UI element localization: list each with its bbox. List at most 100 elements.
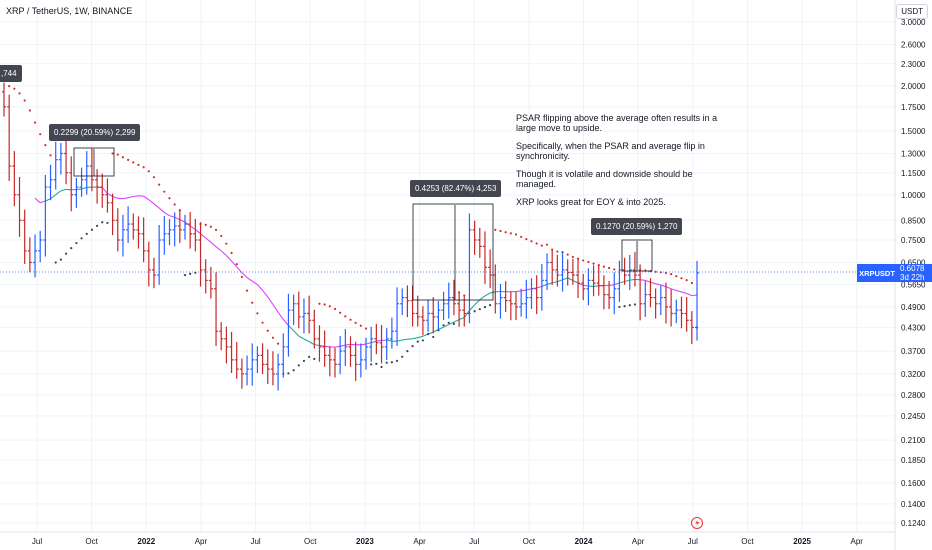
psar-dot (318, 302, 321, 305)
psar-dot (426, 332, 430, 336)
psar-dot (628, 304, 631, 307)
average-segment (107, 193, 113, 197)
psar-dot (101, 221, 104, 224)
candle (627, 254, 632, 290)
psar-dot (80, 237, 83, 240)
candle (348, 336, 353, 367)
annotation-text: PSAR flipping above the average often re… (516, 113, 718, 207)
candle (669, 289, 674, 327)
candle (477, 227, 482, 258)
psar-dot (344, 315, 347, 318)
chart-grid (0, 0, 895, 532)
psar-dot (675, 275, 678, 278)
average-segment (557, 279, 563, 283)
candle (33, 234, 38, 278)
candle (457, 293, 462, 327)
candle (250, 343, 255, 386)
callout-measure-1: 0.2299 (20.59%) 2,299 (49, 124, 141, 141)
average-segment (376, 339, 382, 342)
psar-dot (432, 335, 435, 339)
average-segment (463, 310, 470, 318)
candle (343, 329, 348, 366)
average-segment (200, 233, 207, 239)
y-tick-label: 0.1600 (901, 479, 926, 488)
y-tick-label: 2.0000 (901, 82, 926, 91)
candle (69, 156, 74, 212)
candle (224, 326, 229, 364)
candle (291, 294, 296, 325)
candle (369, 326, 374, 362)
x-tick-label: Oct (304, 537, 317, 546)
psar-dot (235, 263, 238, 266)
psar-dot (370, 363, 373, 366)
candle (467, 213, 472, 324)
average-segment (277, 311, 284, 320)
average-segment (438, 326, 444, 330)
lightning-icon[interactable] (691, 517, 703, 529)
candle (245, 355, 250, 386)
psar-dot (328, 305, 331, 308)
average-segment (267, 296, 274, 305)
average-segment (624, 279, 630, 283)
y-tick-label: 0.2100 (901, 436, 926, 445)
psar-dot (478, 308, 481, 311)
psar-dot (530, 240, 533, 243)
candle (115, 208, 120, 252)
candle (596, 265, 601, 296)
psar-dot (354, 321, 357, 324)
candle (679, 296, 684, 329)
candle (126, 206, 131, 243)
y-tick-label: 0.3200 (901, 370, 926, 379)
psar-dot (163, 190, 166, 193)
x-tick-label: Apr (851, 537, 864, 546)
psar-dot (401, 355, 404, 358)
psar-dot (323, 303, 326, 306)
x-tick-label: Jul (250, 537, 260, 546)
candle (234, 342, 239, 379)
psar-dot (18, 92, 21, 95)
average-segment (148, 199, 155, 205)
candle (48, 164, 53, 201)
price-axis[interactable]: 0.1240 0.1400 0.1600 0.1850 0.2100 0.2450 0.28… (901, 18, 926, 528)
average-segment (645, 279, 651, 283)
candle (95, 169, 100, 204)
candle (400, 288, 405, 316)
candle (281, 333, 286, 378)
candle (276, 353, 281, 391)
psar-dot (209, 225, 212, 228)
average-segment (536, 285, 542, 289)
candle (570, 258, 575, 285)
psar-dot (447, 321, 450, 324)
psar-dot (333, 307, 337, 311)
callout-measure-2: 0.4253 (82.47%) 4,253 (410, 180, 502, 197)
psar-dot (189, 272, 192, 275)
average-segment (179, 219, 186, 223)
psar-dot (473, 310, 476, 313)
average-segment (443, 324, 450, 328)
x-tick-label: Jul (688, 537, 698, 546)
candle (229, 331, 234, 373)
average-segment (546, 282, 553, 285)
candle (188, 211, 193, 249)
candle (162, 216, 167, 255)
x-tick-label: Apr (632, 537, 645, 546)
average-segment (670, 288, 677, 292)
currency-unit-button[interactable]: USDT (896, 4, 928, 19)
candle (389, 317, 394, 349)
y-tick-label: 1.5000 (901, 127, 926, 136)
average-segment (453, 319, 460, 323)
psar-dot (390, 361, 393, 364)
candle (120, 214, 125, 257)
time-axis[interactable]: Jul Oct 2022 Apr Jul Oct 2023 Apr Jul Oct 2024 Apr J… (32, 537, 863, 546)
average-segment (225, 255, 232, 262)
psar-dot (292, 369, 295, 372)
average-segment (640, 279, 646, 281)
y-tick-label: 0.1850 (901, 456, 926, 465)
psar-dot (494, 228, 497, 231)
y-tick-label: 1.0000 (901, 191, 926, 200)
average-segment (251, 280, 258, 285)
average-segment (288, 325, 294, 331)
candle (503, 281, 508, 313)
candle (327, 346, 332, 377)
